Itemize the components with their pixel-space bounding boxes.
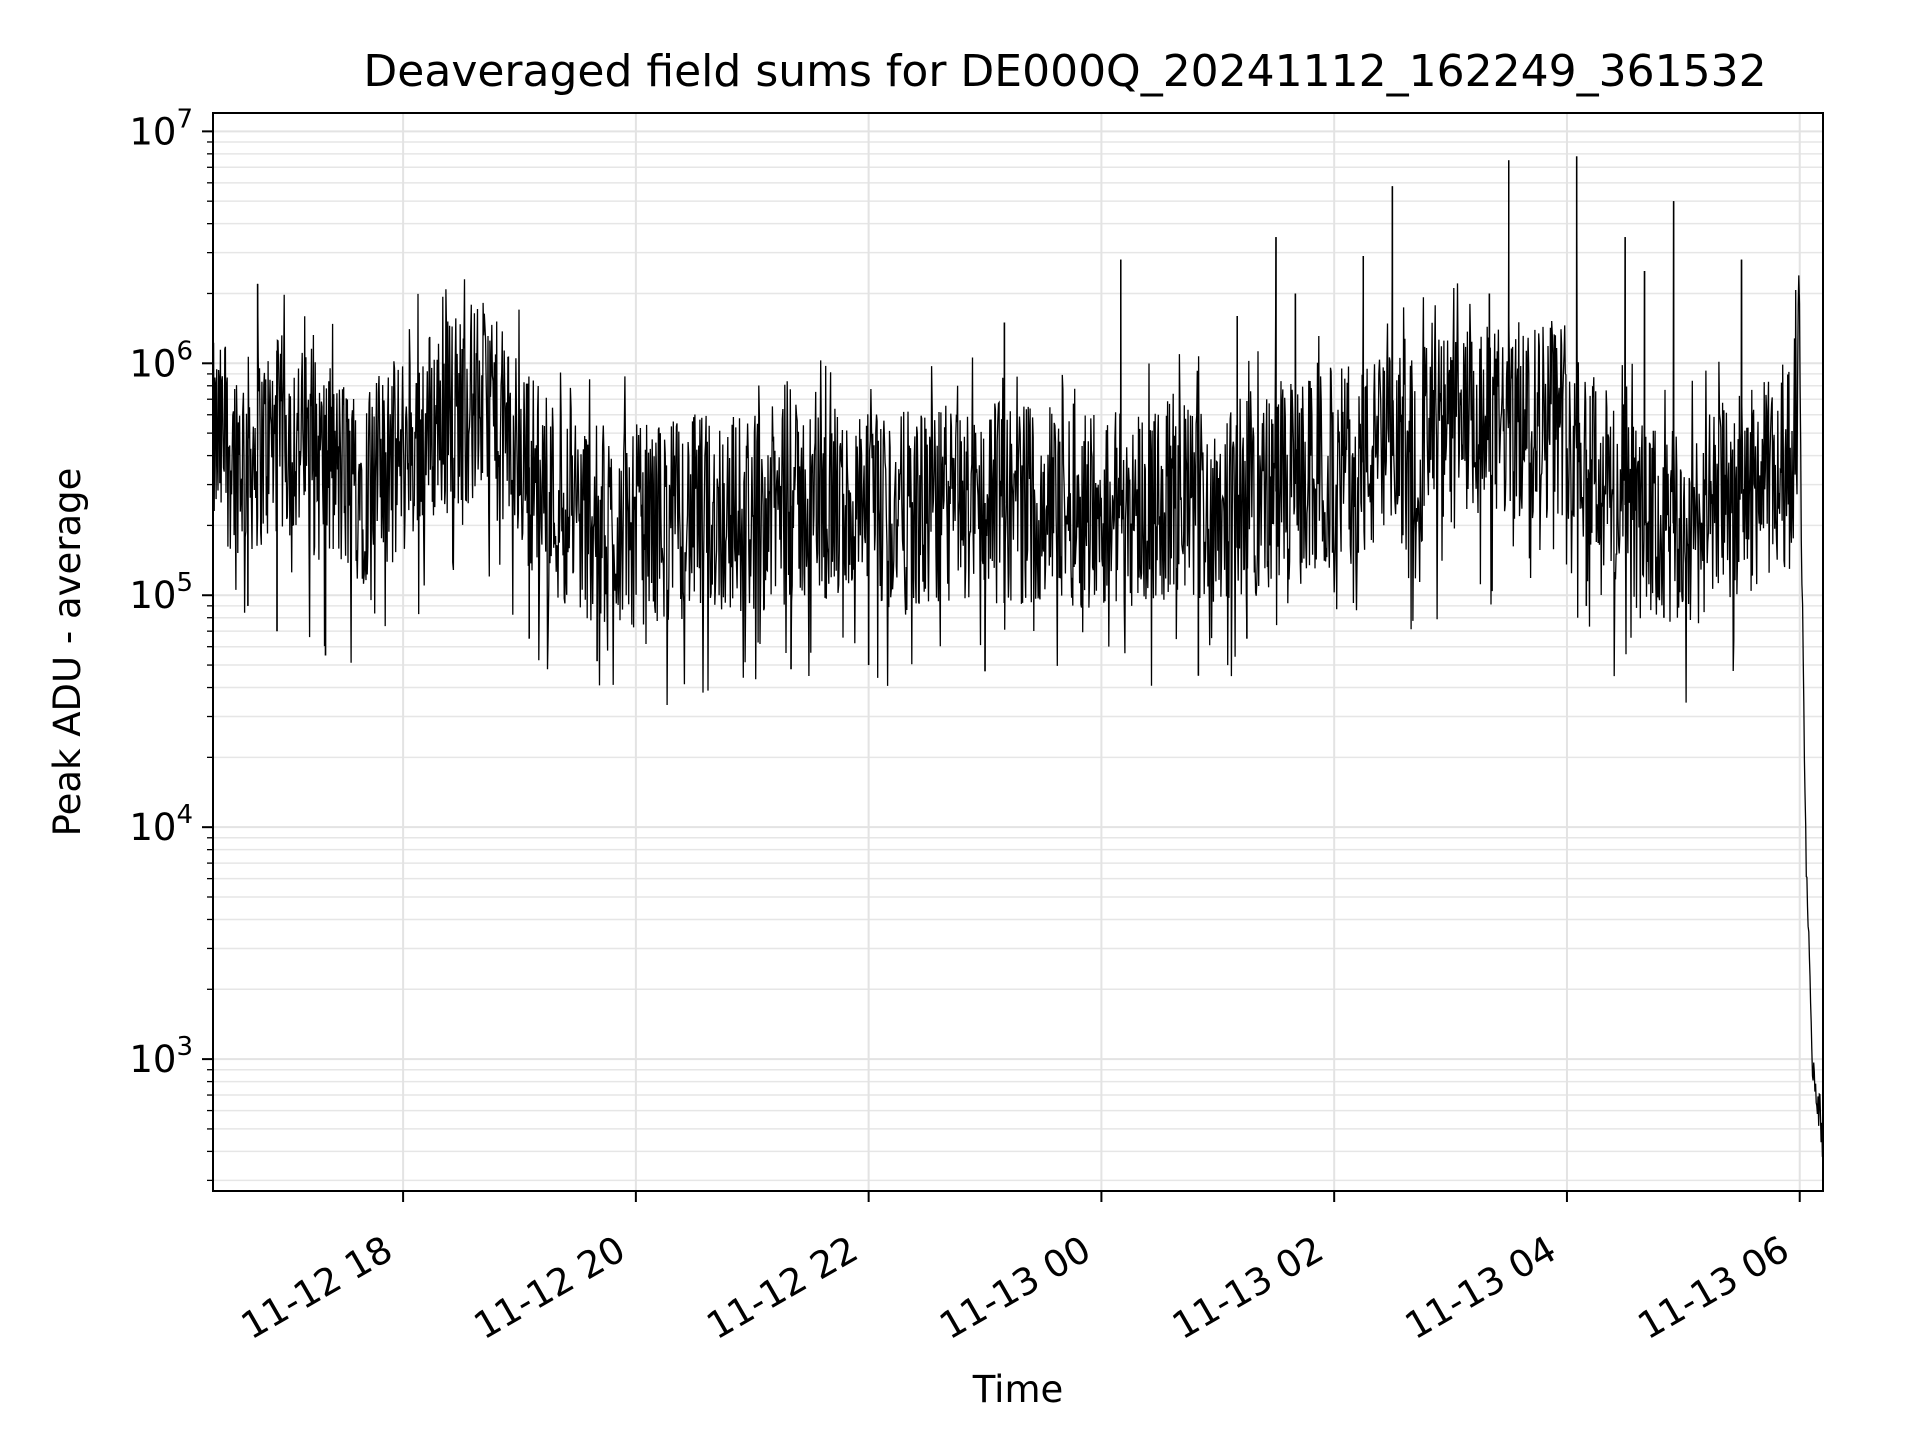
y-axis-label: Peak ADU - average <box>46 468 89 837</box>
y-tick-label: 106 <box>129 336 193 385</box>
y-tick-label: 105 <box>129 568 193 617</box>
y-tick-label: 107 <box>129 104 193 153</box>
x-axis-label: Time <box>972 1368 1064 1411</box>
series-line <box>212 156 1824 1157</box>
plot-frame <box>212 112 1824 1192</box>
y-tick-label: 103 <box>129 1032 193 1081</box>
chart-title: Deaveraged field sums for DE000Q_2024111… <box>363 46 1766 97</box>
data-area <box>212 156 1824 1157</box>
y-tick-label: 104 <box>129 800 193 849</box>
